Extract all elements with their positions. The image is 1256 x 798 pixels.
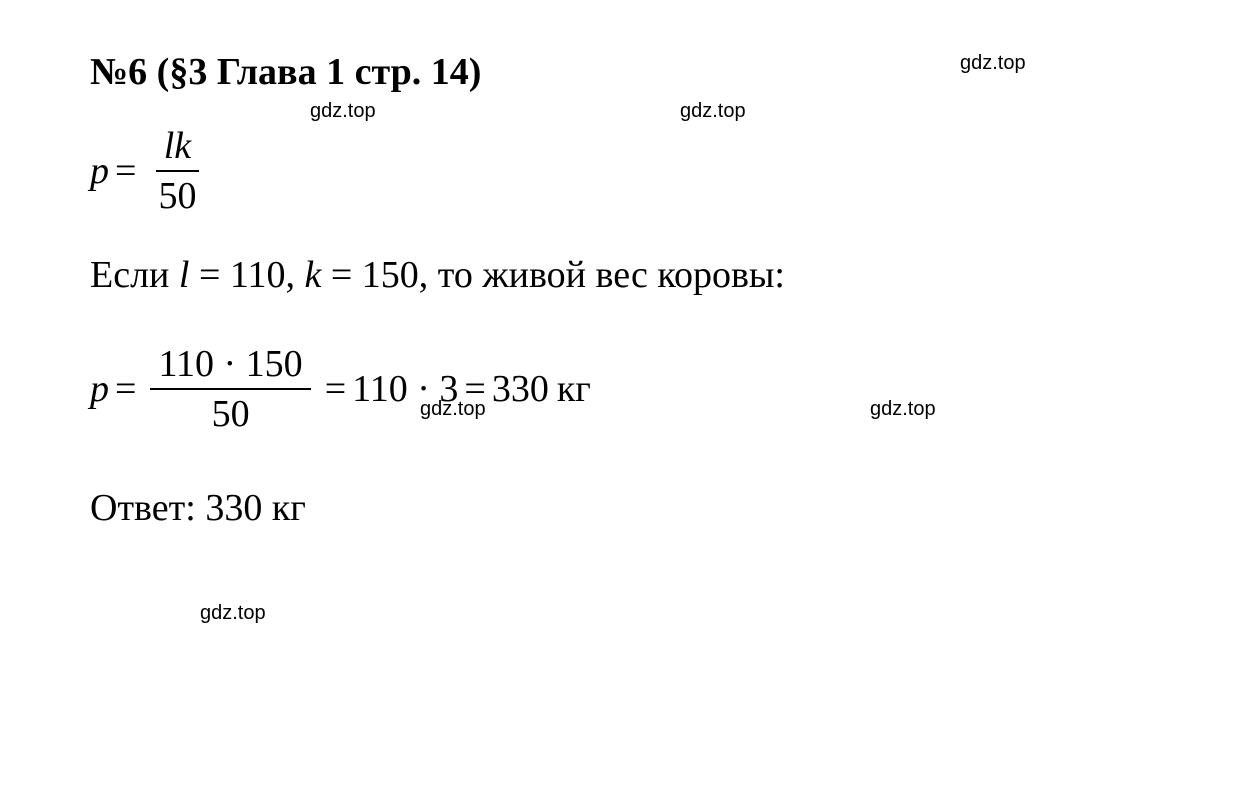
formula2-unit: кг [557,367,591,411]
formula2-eq2: = [325,367,346,411]
formula2-numerator: 110 · 150 [150,342,310,390]
text-val1: 110, [230,254,305,296]
watermark-text: gdz.top [420,398,486,421]
watermark-text: gdz.top [200,602,266,625]
watermark-text: gdz.top [310,100,376,123]
condition-text: Если l = 110, k = 150, то живой вес коро… [90,253,1166,297]
answer-unit: кг [262,487,306,529]
formula1-lhs: p [90,149,109,193]
text-val2: 150, [362,254,438,296]
formula2-result: 330 [492,367,549,411]
formula2-fraction: 110 · 150 50 [150,342,310,436]
formula2-eq: = [115,367,136,411]
text-prefix: Если [90,254,179,296]
text-var2: k [304,254,321,296]
formula1-fraction: lk 50 [150,124,204,218]
answer-value: 330 [205,487,262,529]
formula-initial: p = lk 50 [90,124,1166,218]
answer-line: Ответ: 330 кг [90,486,1166,530]
formula2-lhs: p [90,367,109,411]
formula1-denominator: 50 [150,172,204,218]
formula2-denominator: 50 [204,390,258,436]
text-eq1: = [189,254,229,296]
text-var1: l [179,254,190,296]
text-eq2: = [321,254,361,296]
text-suffix: то живой вес коровы: [438,254,785,296]
answer-label: Ответ: [90,487,205,529]
formula1-numerator: lk [156,124,199,172]
formula-calculation: p = 110 · 150 50 = 110 · 3 = 330 кг [90,342,1166,436]
watermark-text: gdz.top [870,398,936,421]
watermark-text: gdz.top [680,100,746,123]
heading-text: №6 (§3 Глава 1 стр. 14) [90,51,481,93]
formula1-eq: = [115,149,136,193]
watermark-text: gdz.top [960,52,1026,75]
